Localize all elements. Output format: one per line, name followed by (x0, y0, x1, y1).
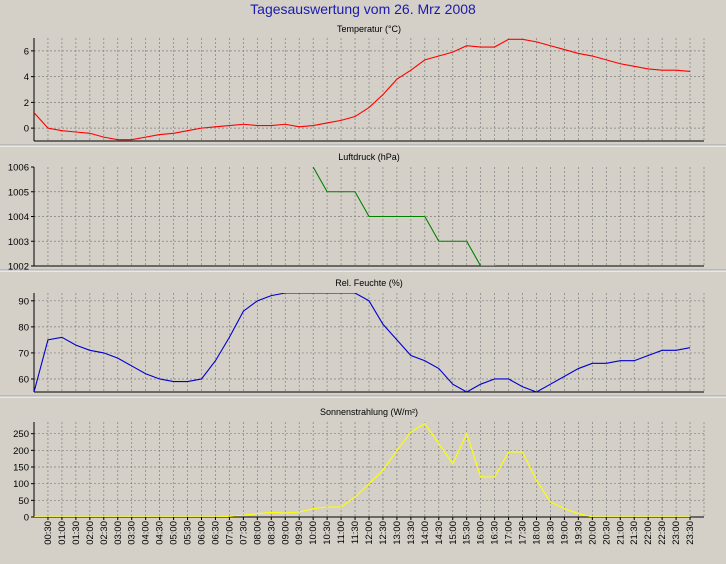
x-tick-label: 13:30 (406, 521, 417, 545)
x-tick-label: 06:00 (197, 521, 208, 545)
x-tick-label: 11:00 (336, 521, 347, 544)
series-line (34, 422, 691, 517)
y-tick-label: 6 (24, 46, 29, 57)
x-tick-label: 19:00 (559, 521, 570, 545)
y-tick-label: 4 (24, 72, 29, 83)
chart-title: Rel. Feuchte (%) (335, 278, 403, 288)
y-tick-label: 1006 (8, 163, 29, 174)
x-tick-label: 09:00 (280, 521, 291, 545)
y-tick-label: 1003 (8, 237, 29, 248)
x-tick-label: 21:30 (629, 521, 640, 545)
y-tick-label: 100 (13, 479, 29, 490)
y-tick-label: 60 (18, 374, 29, 385)
x-tick-label: 20:30 (601, 521, 612, 545)
chart-title: Temperatur (°C) (337, 24, 401, 34)
x-tick-label: 06:30 (210, 521, 221, 545)
x-tick-label: 07:00 (224, 521, 235, 545)
x-tick-label: 18:00 (532, 521, 543, 545)
x-tick-label: 14:30 (434, 521, 445, 545)
x-tick-label: 01:30 (71, 521, 82, 545)
x-tick-label: 13:00 (392, 521, 403, 545)
x-tick-label: 15:00 (448, 521, 459, 545)
series-line (34, 38, 691, 141)
chart-panel-2: Luftdruck (hPa) 1002 1003 1004 1005 1006 (8, 152, 705, 273)
x-tick-label: 16:30 (490, 521, 501, 545)
chart-panel-3: Rel. Feuchte (%) 60 70 80 90 (18, 278, 705, 393)
x-tick-label: 01:00 (57, 521, 68, 545)
y-tick-label: 1002 (8, 262, 29, 273)
plot-area (34, 422, 704, 517)
x-tick-label: 19:30 (573, 521, 584, 545)
x-tick-label: 02:00 (85, 521, 96, 545)
y-tick-label: 90 (18, 296, 29, 307)
series-line (312, 167, 495, 266)
x-tick-label: 08:00 (252, 521, 263, 545)
x-tick-label: 14:00 (420, 521, 431, 545)
x-tick-label: 22:30 (657, 521, 668, 545)
x-tick-label: 02:30 (99, 521, 110, 545)
x-tick-label: 17:30 (518, 521, 529, 545)
x-tick-label: 23:30 (685, 521, 696, 545)
x-tick-label: 04:30 (155, 521, 166, 545)
y-tick-label: 0 (24, 513, 29, 524)
x-tick-label: 04:00 (141, 521, 152, 545)
x-axis-labels: 00:30 01:00 01:30 02:00 02:30 03:00 03:30 04:00… (43, 517, 696, 545)
x-tick-label: 07:30 (238, 521, 249, 545)
x-tick-label: 09:30 (294, 521, 305, 545)
plot-area (34, 38, 704, 141)
x-tick-label: 03:30 (127, 521, 138, 545)
x-tick-label: 16:00 (476, 521, 487, 545)
x-tick-label: 05:30 (183, 521, 194, 545)
y-tick-label: 0 (24, 124, 29, 135)
x-tick-label: 20:00 (587, 521, 598, 545)
x-tick-label: 10:30 (322, 521, 333, 545)
y-tick-label: 250 (13, 429, 29, 440)
x-tick-label: 21:00 (615, 521, 626, 545)
chart-title: Luftdruck (hPa) (338, 152, 400, 162)
report-title: Tagesauswertung vom 26. Mrz 2008 (250, 1, 476, 17)
x-tick-label: 12:00 (364, 521, 375, 545)
x-tick-label: 18:30 (545, 521, 556, 545)
y-tick-label: 200 (13, 446, 29, 457)
y-tick-label: 2 (24, 98, 29, 109)
x-tick-label: 23:00 (671, 521, 682, 545)
y-tick-label: 50 (18, 496, 29, 507)
y-tick-label: 80 (18, 322, 29, 333)
x-tick-label: 11:30 (350, 521, 361, 544)
x-tick-label: 10:00 (308, 521, 319, 545)
chart-panel-4: Sonnenstrahlung (W/m²) 0 50 100 150 200 250 (13, 407, 705, 524)
y-tick-label: 1005 (8, 187, 29, 198)
y-tick-label: 150 (13, 463, 29, 474)
y-tick-label: 1004 (8, 212, 29, 223)
chart-title: Sonnenstrahlung (W/m²) (320, 407, 418, 417)
x-tick-label: 22:00 (643, 521, 654, 545)
x-tick-label: 15:30 (462, 521, 473, 545)
series-line (34, 293, 691, 392)
y-tick-label: 70 (18, 348, 29, 359)
x-tick-label: 08:30 (266, 521, 277, 545)
x-tick-label: 12:30 (378, 521, 389, 545)
chart-panel-1: Temperatur (°C) 0 2 4 6 (24, 24, 705, 142)
x-tick-label: 17:00 (504, 521, 515, 545)
x-tick-label: 03:00 (113, 521, 124, 545)
x-tick-label: 05:00 (169, 521, 180, 545)
x-tick-label: 00:30 (43, 521, 54, 545)
